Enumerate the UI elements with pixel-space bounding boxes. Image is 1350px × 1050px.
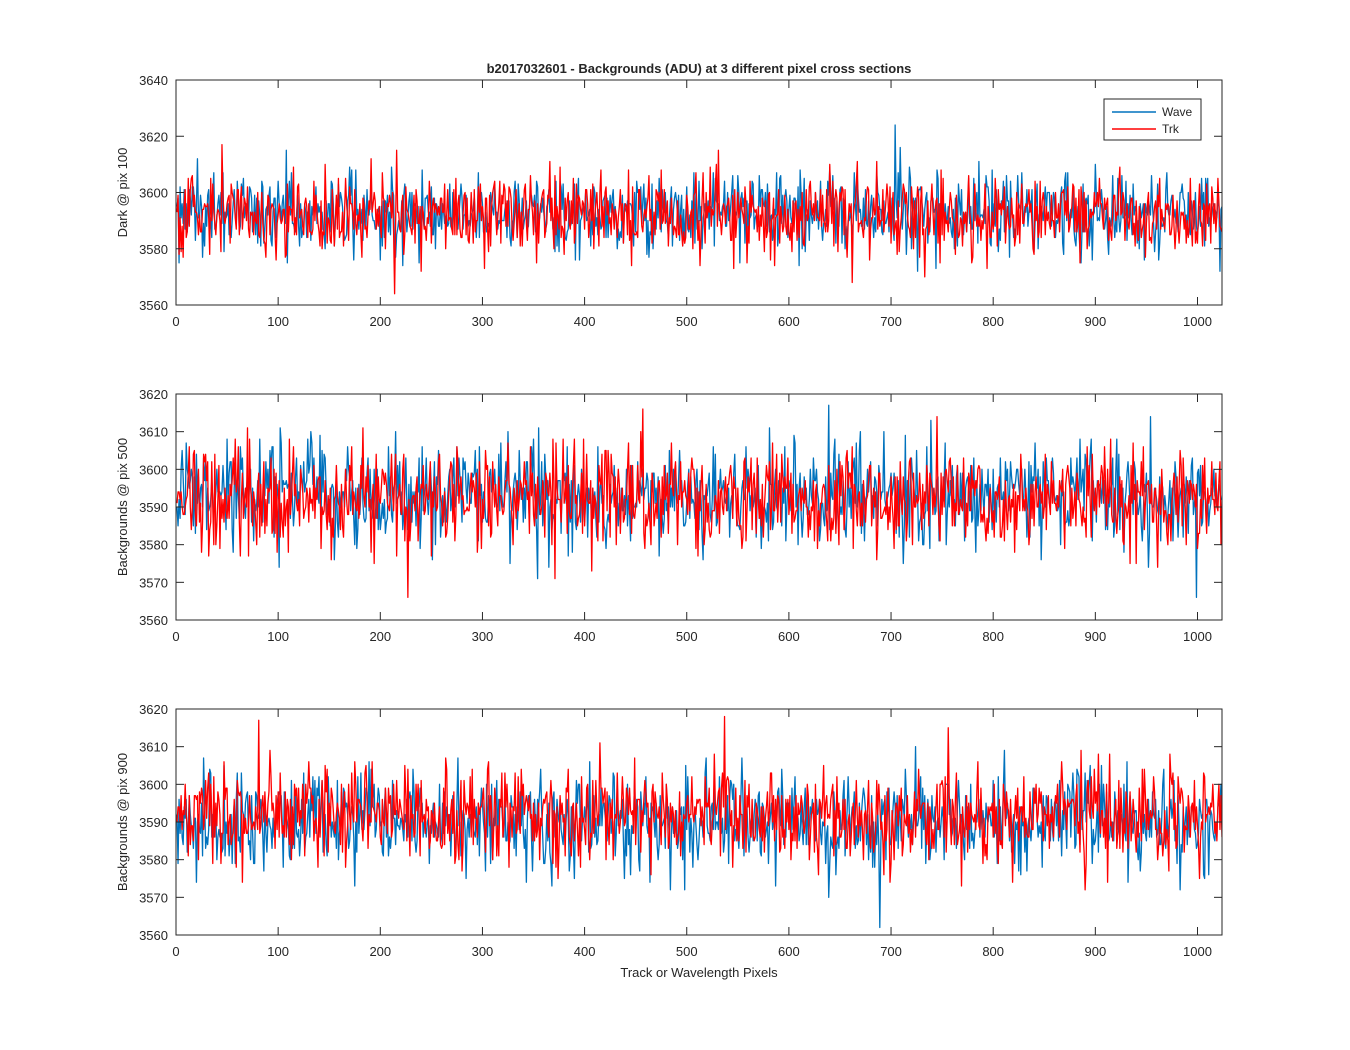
x-tick-label: 800 (982, 944, 1004, 959)
y-tick-label: 3590 (139, 500, 168, 515)
x-tick-label: 100 (267, 314, 289, 329)
legend-label-wave: Wave (1162, 105, 1193, 119)
x-tick-label: 500 (676, 944, 698, 959)
x-tick-label: 900 (1084, 314, 1106, 329)
y-tick-label: 3620 (139, 129, 168, 144)
series-group (176, 404, 1222, 599)
series-group (176, 124, 1222, 295)
legend-label-trk: Trk (1162, 122, 1180, 136)
y-axis-label: Dark @ pix 100 (115, 148, 130, 238)
y-tick-label: 3620 (139, 702, 168, 717)
series-line-trk (176, 408, 1222, 599)
x-tick-label: 0 (172, 629, 179, 644)
x-tick-label: 400 (574, 314, 596, 329)
x-tick-label: 300 (472, 944, 494, 959)
y-tick-label: 3600 (139, 186, 168, 201)
x-tick-label: 700 (880, 314, 902, 329)
legend-box (1103, 98, 1202, 141)
y-tick-label: 3560 (139, 613, 168, 628)
x-tick-label: 200 (369, 629, 391, 644)
x-tick-label: 300 (472, 314, 494, 329)
x-tick-label: 1000 (1183, 314, 1212, 329)
x-tick-label: 900 (1084, 944, 1106, 959)
x-tick-label: 1000 (1183, 944, 1212, 959)
x-tick-label: 200 (369, 944, 391, 959)
series-group (176, 715, 1222, 929)
panel-2: 0 100 200 300 400 500 600 700 800 900 1000 3560 3570… (115, 387, 1223, 644)
x-tick-label: 500 (676, 629, 698, 644)
x-tick-label: 600 (778, 629, 800, 644)
y-tick-label: 3590 (139, 815, 168, 830)
series-line-trk (176, 715, 1222, 891)
x-tick-label: 800 (982, 629, 1004, 644)
y-axis-label: Backgrounds @ pix 500 (115, 438, 130, 576)
series-line-trk (176, 144, 1222, 295)
x-axis-label: Track or Wavelength Pixels (620, 965, 778, 980)
y-tick-label: 3580 (139, 853, 168, 868)
y-tick-label: 3560 (139, 928, 168, 943)
x-tick-label: 800 (982, 314, 1004, 329)
x-tick-label: 300 (472, 629, 494, 644)
panel-1: 0 100 200 300 400 500 600 700 800 900 1000 3560 3580… (115, 73, 1223, 329)
y-tick-label: 3640 (139, 73, 168, 88)
x-tick-label: 400 (574, 944, 596, 959)
x-tick-label: 600 (778, 314, 800, 329)
figure-title: b2017032601 - Backgrounds (ADU) at 3 dif… (487, 61, 912, 76)
x-tick-label: 0 (172, 314, 179, 329)
x-tick-label: 400 (574, 629, 596, 644)
x-tick-label: 100 (267, 629, 289, 644)
panel-3: 0 100 200 300 400 500 600 700 800 900 1000 3560 3570… (115, 702, 1223, 959)
y-tick-label: 3570 (139, 890, 168, 905)
y-tick-label: 3620 (139, 387, 168, 402)
x-tick-label: 0 (172, 944, 179, 959)
x-tick-label: 1000 (1183, 629, 1212, 644)
x-tick-label: 500 (676, 314, 698, 329)
y-axis-label: Backgrounds @ pix 900 (115, 753, 130, 891)
y-tick-label: 3570 (139, 575, 168, 590)
x-tick-label: 900 (1084, 629, 1106, 644)
y-tick-label: 3580 (139, 242, 168, 257)
y-tick-label: 3600 (139, 462, 168, 477)
y-tick-label: 3610 (139, 740, 168, 755)
x-tick-label: 700 (880, 944, 902, 959)
y-tick-label: 3560 (139, 298, 168, 313)
x-tick-label: 600 (778, 944, 800, 959)
y-tick-label: 3600 (139, 777, 168, 792)
series-line-wave (176, 124, 1222, 272)
y-tick-label: 3610 (139, 425, 168, 440)
x-tick-label: 200 (369, 314, 391, 329)
x-tick-label: 100 (267, 944, 289, 959)
x-tick-label: 700 (880, 629, 902, 644)
legend: Wave Trk (1103, 98, 1202, 141)
y-tick-label: 3580 (139, 538, 168, 553)
panels: 0 100 200 300 400 500 600 700 800 900 100035603580… (115, 73, 1223, 959)
